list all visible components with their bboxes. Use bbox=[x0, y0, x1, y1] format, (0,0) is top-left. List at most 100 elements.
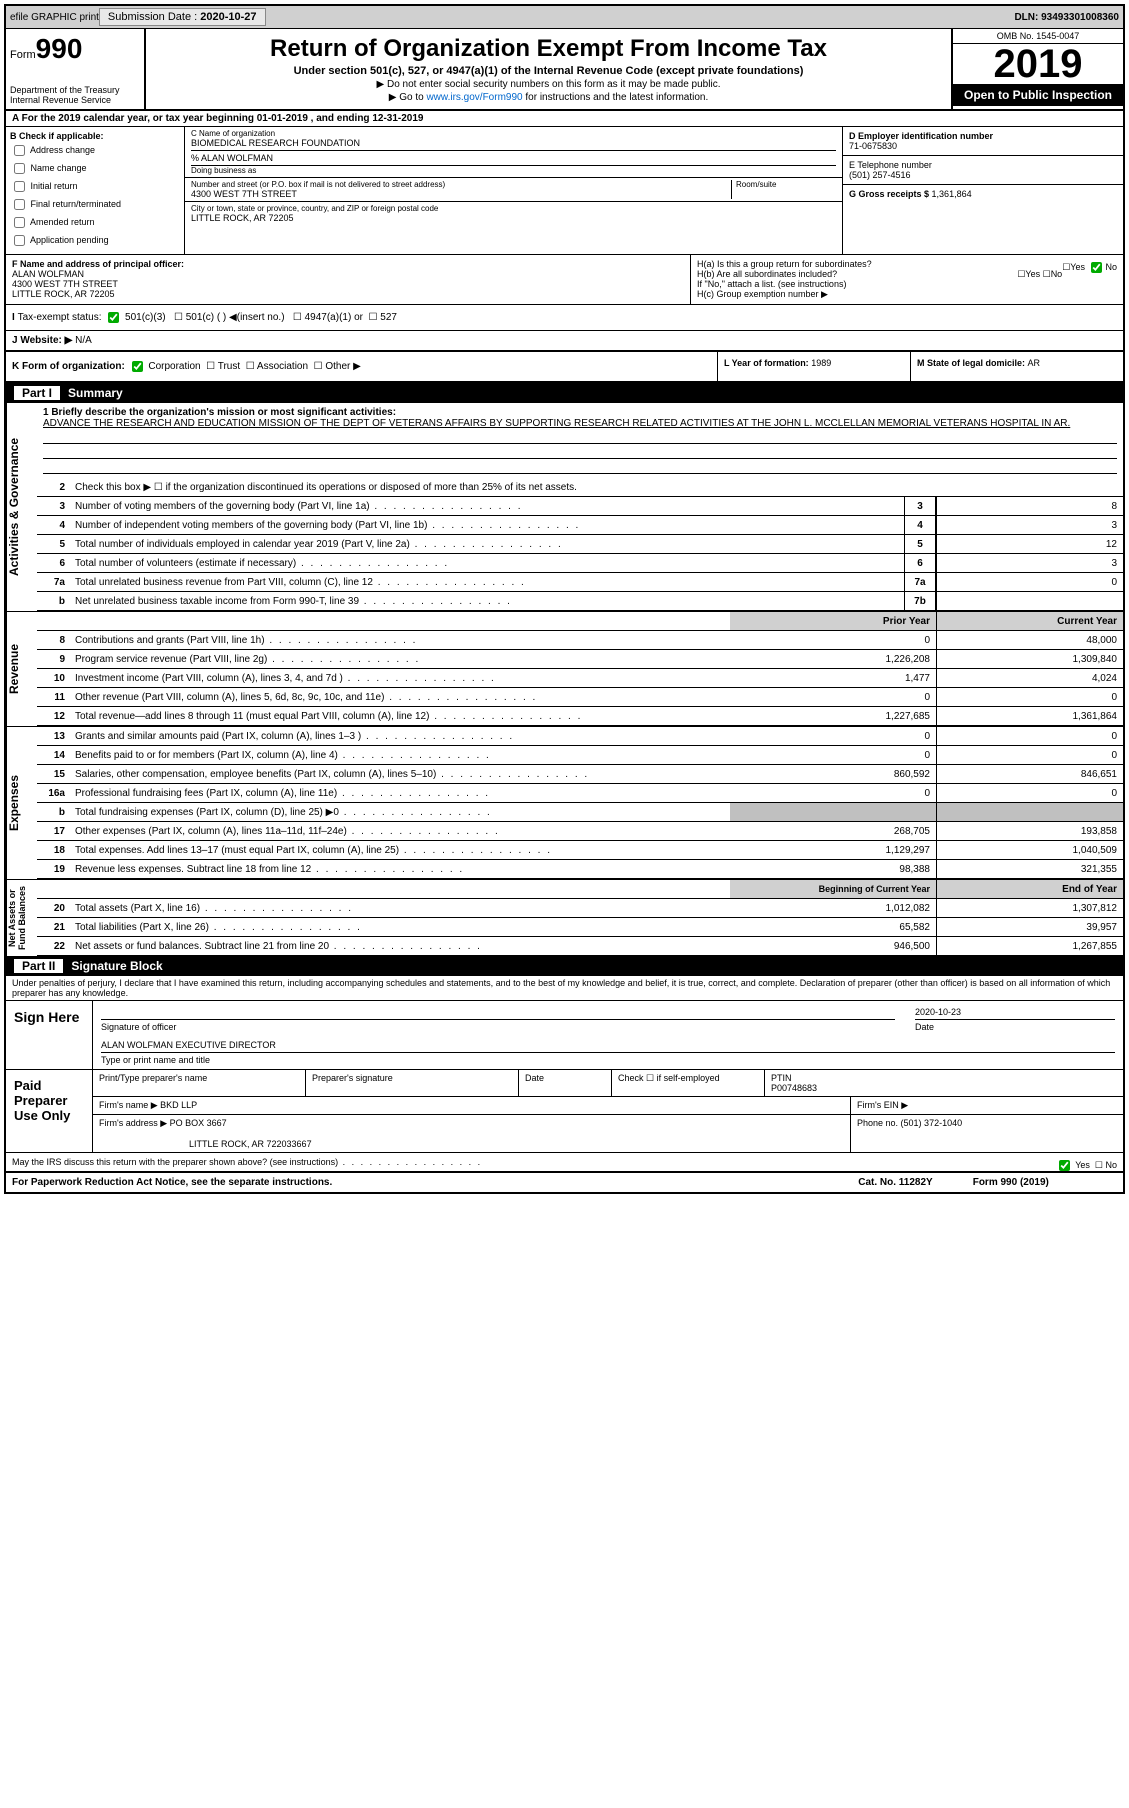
vtab-netassets: Net Assets or Fund Balances bbox=[6, 880, 37, 956]
vtab-expenses: Expenses bbox=[6, 727, 37, 879]
section-d-e-g: D Employer identification number 71-0675… bbox=[842, 127, 1123, 254]
gross-receipts-label: G Gross receipts $ bbox=[849, 189, 932, 199]
dba-label: Doing business as bbox=[191, 165, 836, 175]
section-b: B Check if applicable: Address change Na… bbox=[6, 127, 185, 254]
chk-501c3[interactable] bbox=[108, 312, 119, 323]
section-h: H(a) Is this a group return for subordin… bbox=[690, 255, 1123, 304]
table-row: 5Total number of individuals employed in… bbox=[37, 535, 1123, 554]
chk-pending[interactable]: Application pending bbox=[10, 232, 180, 249]
cat-no: Cat. No. 11282Y bbox=[858, 1177, 932, 1188]
header-row: Form990 Department of the Treasury Inter… bbox=[6, 29, 1123, 111]
header-right: OMB No. 1545-0047 2019 Open to Public In… bbox=[951, 29, 1123, 109]
table-row: 7aTotal unrelated business revenue from … bbox=[37, 573, 1123, 592]
section-b-to-g: B Check if applicable: Address change Na… bbox=[6, 127, 1123, 255]
efile-label: efile GRAPHIC print bbox=[10, 12, 99, 23]
form-ref: Form 990 (2019) bbox=[973, 1177, 1049, 1188]
ein-label: D Employer identification number bbox=[849, 131, 993, 141]
chk-amended[interactable]: Amended return bbox=[10, 214, 180, 231]
footer: For Paperwork Reduction Act Notice, see … bbox=[6, 1173, 1055, 1192]
ptin: P00748683 bbox=[771, 1083, 817, 1093]
open-inspection: Open to Public Inspection bbox=[953, 84, 1123, 106]
section-f: F Name and address of principal officer:… bbox=[6, 255, 690, 304]
table-row: 16aProfessional fundraising fees (Part I… bbox=[37, 784, 1123, 803]
table-row: 22Net assets or fund balances. Subtract … bbox=[37, 937, 1123, 956]
top-bar: efile GRAPHIC print Submission Date : 20… bbox=[6, 6, 1123, 29]
form-subtitle: Under section 501(c), 527, or 4947(a)(1)… bbox=[150, 65, 947, 77]
paid-preparer-label: Paid Preparer Use Only bbox=[6, 1070, 93, 1152]
signature-block: Under penalties of perjury, I declare th… bbox=[6, 976, 1123, 1173]
street: 4300 WEST 7TH STREET bbox=[191, 189, 731, 199]
sign-here-label: Sign Here bbox=[6, 1001, 93, 1069]
table-row: 21Total liabilities (Part X, line 26) 65… bbox=[37, 918, 1123, 937]
vtab-governance: Activities & Governance bbox=[6, 403, 37, 611]
section-m: M State of legal domicile: AR bbox=[910, 352, 1123, 381]
officer-addr: 4300 WEST 7TH STREET LITTLE ROCK, AR 722… bbox=[12, 279, 118, 299]
table-row: 14Benefits paid to or for members (Part … bbox=[37, 746, 1123, 765]
b-label: B Check if applicable: bbox=[10, 131, 104, 141]
gross-receipts: 1,361,864 bbox=[932, 189, 972, 199]
section-j: J Website: ▶ N/A bbox=[6, 331, 1123, 352]
section-k-l-m: K Form of organization: Corporation ☐ Tr… bbox=[6, 352, 1123, 383]
discuss-row: May the IRS discuss this return with the… bbox=[6, 1153, 1123, 1173]
table-row: 20Total assets (Part X, line 16) 1,012,0… bbox=[37, 899, 1123, 918]
tax-year: 2019 bbox=[953, 44, 1123, 84]
form-container: efile GRAPHIC print Submission Date : 20… bbox=[4, 4, 1125, 1194]
officer-sig-name: ALAN WOLFMAN EXECUTIVE DIRECTOR bbox=[101, 1038, 1115, 1053]
table-row: 10Investment income (Part VIII, column (… bbox=[37, 669, 1123, 688]
submission-date-btn[interactable]: Submission Date : 2020-10-27 bbox=[99, 8, 266, 26]
table-row: 11Other revenue (Part VIII, column (A), … bbox=[37, 688, 1123, 707]
summary-expenses: Expenses 13Grants and similar amounts pa… bbox=[6, 726, 1123, 879]
table-row: 18Total expenses. Add lines 13–17 (must … bbox=[37, 841, 1123, 860]
header-left: Form990 Department of the Treasury Inter… bbox=[6, 29, 146, 109]
org-name-label: C Name of organization bbox=[191, 129, 836, 138]
table-row: 8Contributions and grants (Part VIII, li… bbox=[37, 631, 1123, 650]
firm-name: BKD LLP bbox=[160, 1100, 197, 1110]
care-of: % ALAN WOLFMAN bbox=[191, 150, 836, 163]
street-label: Number and street (or P.O. box if mail i… bbox=[191, 180, 731, 189]
col-headers-na: Beginning of Current Year End of Year bbox=[37, 880, 1123, 899]
part2-header: Part II Signature Block bbox=[6, 956, 1123, 976]
table-row: 17Other expenses (Part IX, column (A), l… bbox=[37, 822, 1123, 841]
section-l: L Year of formation: 1989 bbox=[717, 352, 910, 381]
chk-discuss-yes[interactable] bbox=[1059, 1160, 1070, 1171]
table-row: bNet unrelated business taxable income f… bbox=[37, 592, 1123, 611]
ssn-note: ▶ Do not enter social security numbers o… bbox=[150, 79, 947, 90]
line-2: 2Check this box ▶ ☐ if the organization … bbox=[37, 478, 1123, 497]
form-title: Return of Organization Exempt From Incom… bbox=[150, 35, 947, 63]
table-row: 6Total number of volunteers (estimate if… bbox=[37, 554, 1123, 573]
table-row: 12Total revenue—add lines 8 through 11 (… bbox=[37, 707, 1123, 726]
line-1: 1 Briefly describe the organization's mi… bbox=[37, 403, 1123, 478]
section-i: I Tax-exempt status: 501(c)(3) ☐ 501(c) … bbox=[6, 305, 1123, 331]
phone: (501) 257-4516 bbox=[849, 170, 911, 180]
officer-name: ALAN WOLFMAN bbox=[12, 269, 84, 279]
col-headers-rev: Prior Year Current Year bbox=[37, 612, 1123, 631]
paperwork-notice: For Paperwork Reduction Act Notice, see … bbox=[12, 1177, 332, 1188]
header-mid: Return of Organization Exempt From Incom… bbox=[146, 29, 951, 109]
table-row: 13Grants and similar amounts paid (Part … bbox=[37, 727, 1123, 746]
city-label: City or town, state or province, country… bbox=[191, 204, 836, 213]
mission-text: ADVANCE THE RESEARCH AND EDUCATION MISSI… bbox=[43, 418, 1070, 429]
phone-label: E Telephone number bbox=[849, 160, 932, 170]
org-name: BIOMEDICAL RESEARCH FOUNDATION bbox=[191, 138, 836, 148]
chk-initial[interactable]: Initial return bbox=[10, 178, 180, 195]
irs-link[interactable]: www.irs.gov/Form990 bbox=[426, 92, 522, 103]
table-row: 4Number of independent voting members of… bbox=[37, 516, 1123, 535]
chk-name[interactable]: Name change bbox=[10, 160, 180, 177]
ein: 71-0675830 bbox=[849, 141, 897, 151]
chk-address[interactable]: Address change bbox=[10, 142, 180, 159]
summary-governance: Activities & Governance 1 Briefly descri… bbox=[6, 403, 1123, 611]
chk-corp[interactable] bbox=[132, 361, 143, 372]
city: LITTLE ROCK, AR 72205 bbox=[191, 213, 836, 223]
chk-group-no[interactable] bbox=[1091, 262, 1102, 273]
part1-header: Part I Summary bbox=[6, 383, 1123, 403]
section-c: C Name of organization BIOMEDICAL RESEAR… bbox=[185, 127, 842, 254]
table-row: bTotal fundraising expenses (Part IX, co… bbox=[37, 803, 1123, 822]
summary-netassets: Net Assets or Fund Balances Beginning of… bbox=[6, 879, 1123, 956]
chk-final[interactable]: Final return/terminated bbox=[10, 196, 180, 213]
dln: DLN: 93493301008360 bbox=[1014, 12, 1119, 23]
vtab-revenue: Revenue bbox=[6, 612, 37, 726]
table-row: 9Program service revenue (Part VIII, lin… bbox=[37, 650, 1123, 669]
perjury-declaration: Under penalties of perjury, I declare th… bbox=[6, 976, 1123, 1001]
sign-here-row: Sign Here Signature of officer 2020-10-2… bbox=[6, 1001, 1123, 1070]
form-number: Form990 bbox=[10, 33, 140, 65]
